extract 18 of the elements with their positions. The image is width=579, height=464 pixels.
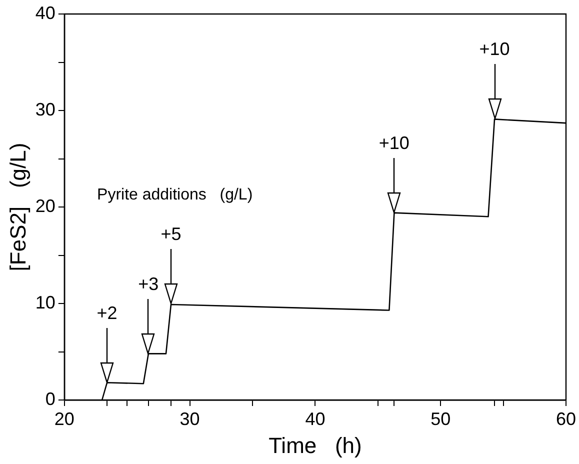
y-tick-label: 40 bbox=[35, 2, 56, 23]
annotation: +3 bbox=[137, 274, 160, 294]
y-tick-label: 20 bbox=[35, 196, 56, 216]
annotation: +2 bbox=[96, 302, 118, 323]
y-tick-label: 10 bbox=[35, 292, 56, 312]
annotation: +10 bbox=[378, 132, 410, 153]
x-tick-label: 30 bbox=[180, 408, 200, 429]
y-tick-label: 30 bbox=[35, 99, 56, 120]
y-axis-title: [FeS2] (g/L) bbox=[5, 142, 30, 272]
x-tick-label: 40 bbox=[305, 408, 326, 429]
x-tick-label: 60 bbox=[556, 408, 576, 429]
x-tick-label: 20 bbox=[54, 408, 74, 429]
annotation: +5 bbox=[160, 224, 182, 244]
y-tick-label: 0 bbox=[45, 388, 56, 409]
x-axis-title: Time (h) bbox=[268, 432, 362, 458]
annotation: Pyrite additions (g/L) bbox=[97, 186, 253, 204]
x-tick-label: 50 bbox=[430, 408, 451, 429]
annotation: +10 bbox=[478, 39, 511, 60]
